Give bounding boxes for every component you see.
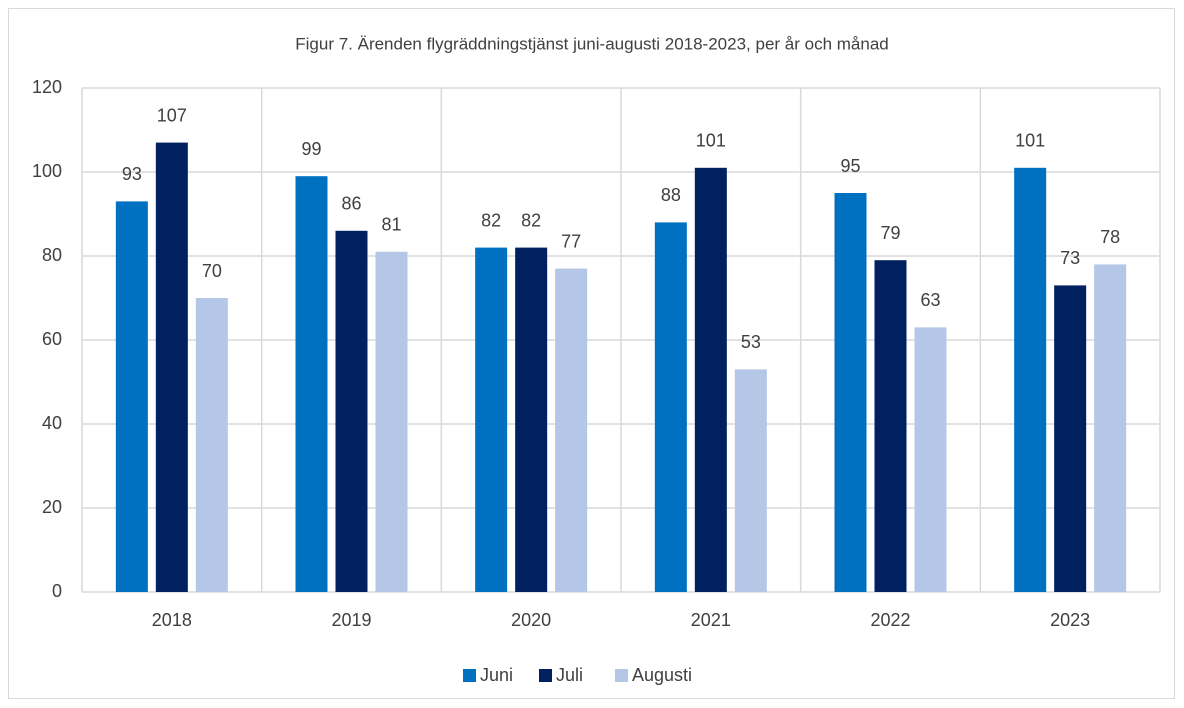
data-label: 78: [1100, 227, 1120, 247]
bar: [734, 369, 767, 592]
y-tick-label: 60: [42, 329, 62, 349]
legend-swatch: [539, 669, 552, 682]
legend-label: Augusti: [632, 665, 692, 685]
bar: [155, 142, 188, 592]
bar: [115, 201, 148, 592]
x-tick-label: 2018: [152, 610, 192, 630]
data-label: 101: [1015, 131, 1045, 151]
data-label: 99: [301, 139, 321, 159]
y-tick-label: 100: [32, 161, 62, 181]
y-tick-label: 80: [42, 245, 62, 265]
bar: [874, 260, 907, 592]
bar: [694, 167, 727, 593]
data-label: 101: [696, 131, 726, 151]
data-label: 70: [202, 261, 222, 281]
data-label: 63: [920, 290, 940, 310]
data-label: 88: [661, 185, 681, 205]
data-label: 82: [481, 210, 501, 230]
legend-swatch: [615, 669, 628, 682]
data-label: 107: [157, 105, 187, 125]
bar: [295, 176, 328, 592]
bar: [475, 247, 508, 592]
y-tick-label: 20: [42, 497, 62, 517]
legend-swatch: [463, 669, 476, 682]
x-tick-label: 2020: [511, 610, 551, 630]
y-tick-label: 120: [32, 77, 62, 97]
bar: [195, 298, 228, 592]
bar: [654, 222, 687, 592]
x-tick-label: 2019: [331, 610, 371, 630]
bar: [515, 247, 548, 592]
bar: [834, 193, 867, 592]
data-label: 86: [341, 194, 361, 214]
bar: [1094, 264, 1127, 592]
data-label: 77: [561, 231, 581, 251]
bar: [335, 230, 368, 593]
data-label: 93: [122, 164, 142, 184]
data-label: 79: [880, 223, 900, 243]
x-tick-label: 2021: [691, 610, 731, 630]
legend-label: Juni: [480, 665, 513, 685]
bar: [375, 251, 408, 593]
bar: [1054, 285, 1087, 592]
bar: [555, 268, 588, 592]
legend-label: Juli: [556, 665, 583, 685]
data-label: 95: [840, 156, 860, 176]
y-tick-label: 0: [52, 581, 62, 601]
chart-title: Figur 7. Ärenden flygräddningstjänst jun…: [295, 34, 888, 53]
bar: [1014, 167, 1047, 593]
data-label: 73: [1060, 248, 1080, 268]
data-label: 53: [741, 332, 761, 352]
x-tick-label: 2022: [870, 610, 910, 630]
bar: [914, 327, 947, 592]
data-label: 82: [521, 210, 541, 230]
data-label: 81: [381, 215, 401, 235]
x-tick-label: 2023: [1050, 610, 1090, 630]
y-tick-label: 40: [42, 413, 62, 433]
